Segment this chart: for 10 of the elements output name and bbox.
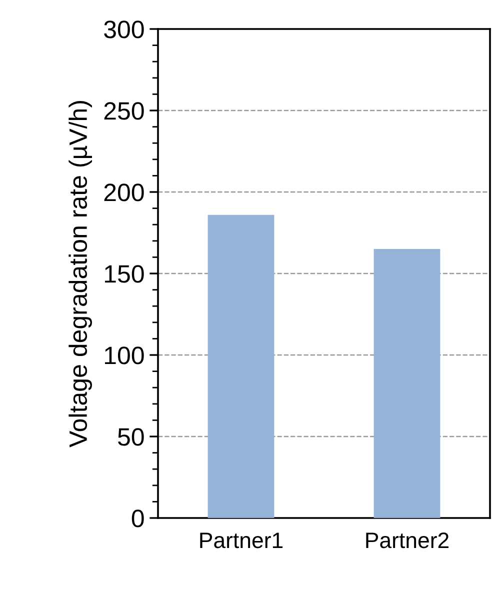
y-tick-label: 300 (104, 20, 144, 38)
x-tick-label: Partner1 (200, 532, 283, 548)
y-tick-label: 50 (118, 428, 144, 446)
y-tick-label: 0 (132, 510, 144, 528)
y-tick-label: 150 (105, 265, 144, 283)
x-tick-label: Partner2 (366, 532, 449, 548)
y-tick-label: 100 (105, 346, 144, 364)
y-axis-title: Voltage degradation rate (µV/h) (68, 101, 92, 448)
y-tick-label: 250 (104, 102, 144, 120)
y-tick-label: 200 (104, 184, 144, 202)
